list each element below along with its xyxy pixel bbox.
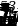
Text: $n$ = 0.9
$D$ = 101.6 mm
$d$ = 3.57 mm: $n$ = 0.9 $D$ = 101.6 mm $d$ = 3.57 mm bbox=[5, 4, 18, 26]
Text: Particulate systems   253: Particulate systems 253 bbox=[0, 1, 16, 13]
Text: Little is known about the influence of particle shape on the minimum flui-
disin: Little is known about the influence of p… bbox=[2, 16, 18, 26]
Text: 5.7.4  Effect of particle shape: 5.7.4 Effect of particle shape bbox=[2, 15, 18, 26]
Text: Typical bed expansion data for 3.57 mm glass spheres fluidised
by shear-thinning: Typical bed expansion data for 3.57 mm g… bbox=[3, 10, 18, 26]
Text: $n$ = 0.835
$D$ = 50.8 mm
$d$ = 3.57 mm: $n$ = 0.835 $D$ = 50.8 mm $d$ = 3.57 mm bbox=[3, 4, 18, 26]
Text: Figure 5.14: Figure 5.14 bbox=[2, 10, 18, 24]
Text: (5.21). Qualitatively similar results have been reported by many workers,
and in: (5.21). Qualitatively similar results ha… bbox=[2, 12, 18, 26]
